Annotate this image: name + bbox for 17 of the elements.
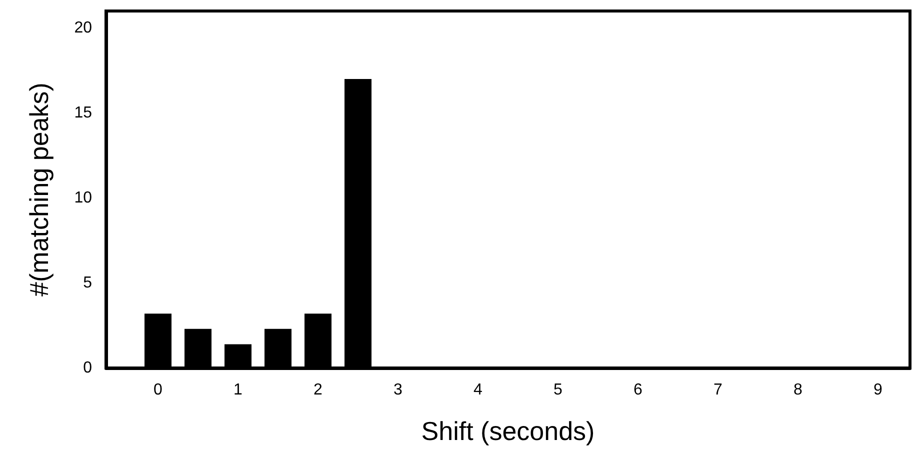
y-tick-label: 0 xyxy=(83,360,92,376)
x-tick-label: 7 xyxy=(714,382,723,398)
x-tick-label: 4 xyxy=(474,382,483,398)
y-tick-label: 20 xyxy=(74,20,92,36)
x-tick-label: 6 xyxy=(634,382,643,398)
y-tick-label: 15 xyxy=(74,104,92,122)
x-tick-label: 5 xyxy=(554,382,563,398)
x-tick-label: 1 xyxy=(234,382,243,398)
x-tick-label: 2 xyxy=(314,382,323,398)
x-tick-label: 8 xyxy=(794,382,803,398)
y-tick-label: 5 xyxy=(83,274,92,292)
x-axis-title: Shift (seconds) xyxy=(421,416,595,446)
x-tick-label: 3 xyxy=(394,382,403,398)
y-axis-title: #(matching peaks) xyxy=(24,82,54,296)
y-tick-label: 10 xyxy=(74,190,92,206)
x-tick-label: 0 xyxy=(154,382,163,398)
x-tick-label: 9 xyxy=(874,382,883,398)
